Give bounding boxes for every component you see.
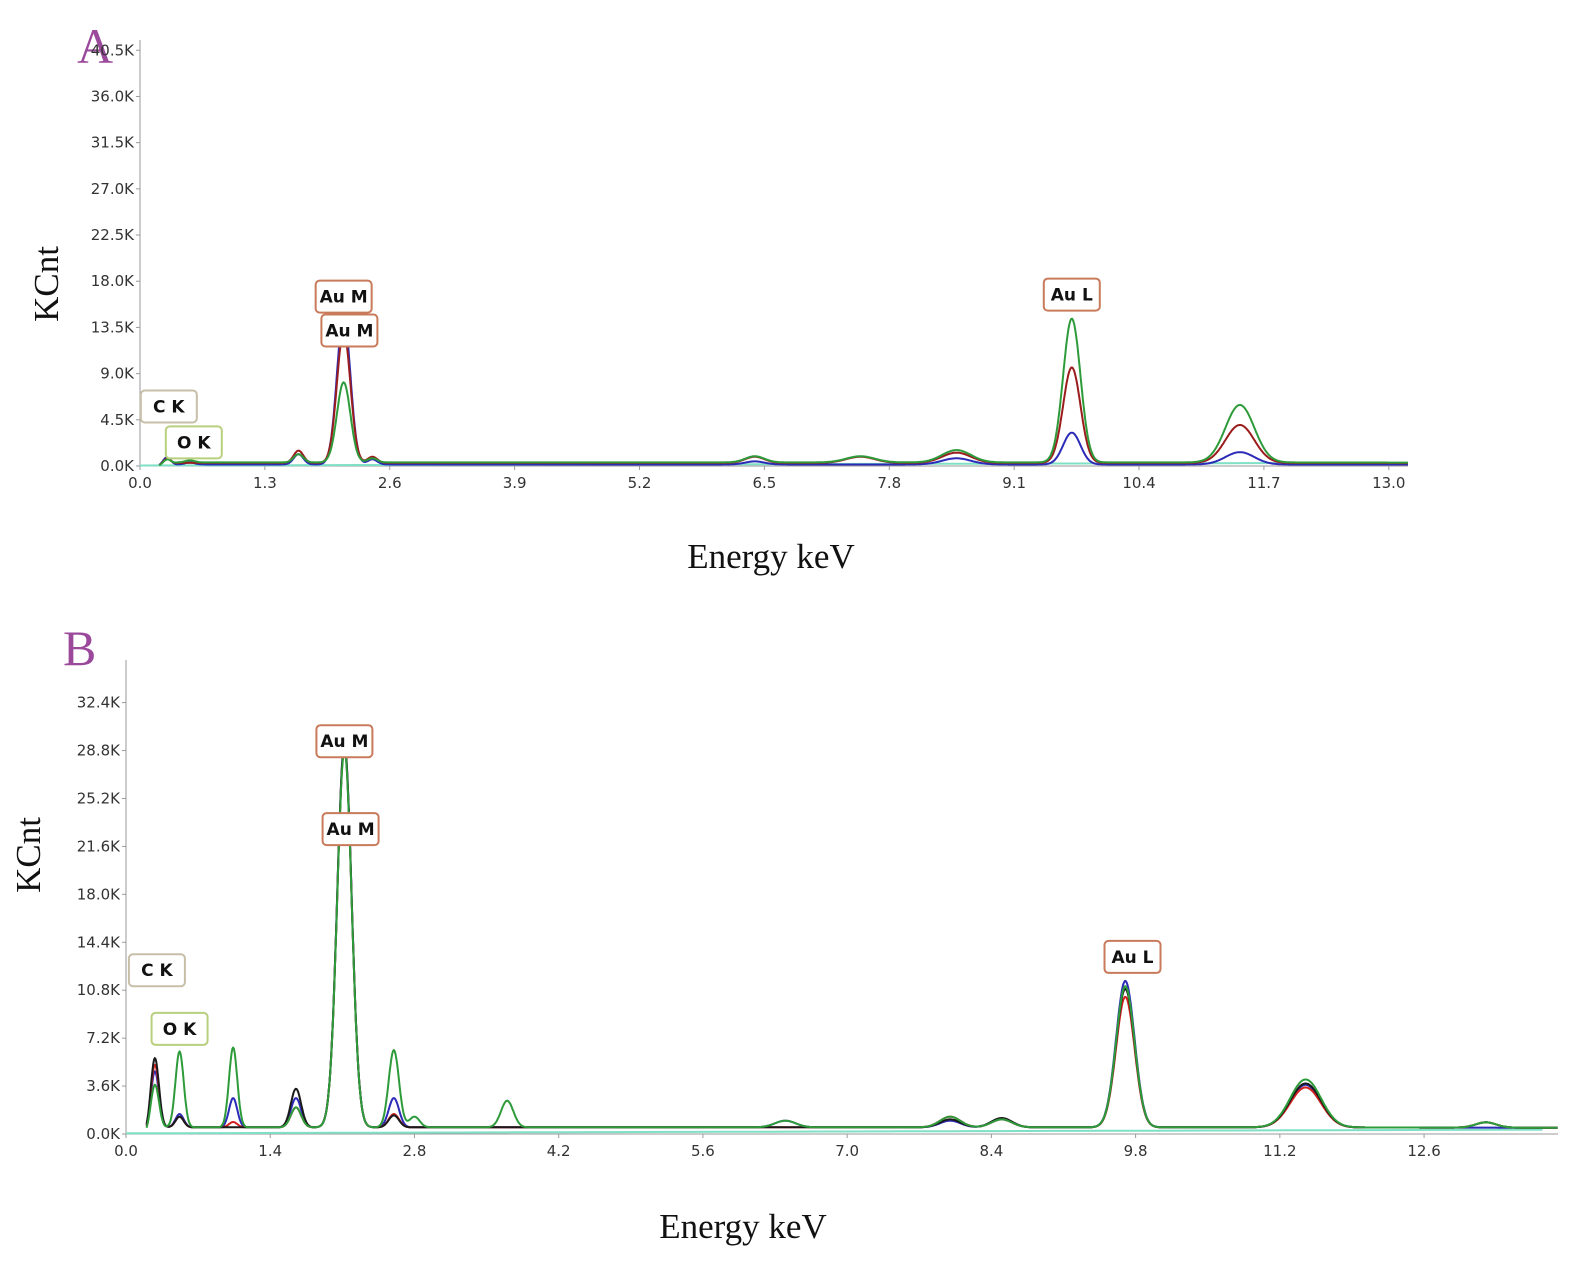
y-tick-label: 14.4K xyxy=(77,933,121,951)
axes xyxy=(139,40,1408,467)
y-axis-title: KCnt xyxy=(9,817,48,893)
y-tick-label: 18.0K xyxy=(91,272,135,290)
x-tick-label: 12.6 xyxy=(1407,1142,1440,1160)
peak-label-text: C K xyxy=(141,961,173,981)
peak-label-text: Au M xyxy=(320,732,368,752)
peak-label-box xyxy=(314,279,373,314)
spectrum-line-2 xyxy=(158,330,1409,467)
panel-label: B xyxy=(63,620,96,676)
x-tick-label: 1.3 xyxy=(253,474,277,492)
peak-label-text: Au M xyxy=(320,288,368,308)
peak-label-box xyxy=(150,1011,209,1046)
x-ticks: 0.0 1.3 2.6 3.9 5.2 6.5 7.8 9.1 10.4 11.7 13.0 xyxy=(128,466,1405,492)
x-tick-label: 6.5 xyxy=(752,474,776,492)
peak-label: C K xyxy=(139,389,198,424)
x-axis-title: Energy keV xyxy=(687,537,855,576)
peak-label-text: O K xyxy=(163,1020,197,1040)
spectrum-line-1 xyxy=(158,314,1409,466)
y-tick-label: 21.6K xyxy=(77,837,121,855)
peak-label-text: O K xyxy=(177,433,211,453)
x-tick-label: 5.6 xyxy=(691,1142,715,1160)
peak-label-text: Au M xyxy=(327,820,375,840)
y-tick-label: 9.0K xyxy=(100,365,135,383)
peak-label-text: Au M xyxy=(325,322,373,342)
peak-labels: C K O K Au M Au M Au L xyxy=(139,277,1101,460)
x-tick-label: 2.6 xyxy=(378,474,402,492)
x-tick-label: 1.4 xyxy=(258,1142,282,1160)
x-tick-label: 2.8 xyxy=(403,1142,427,1160)
peak-label-text: Au L xyxy=(1051,286,1093,306)
y-tick-label: 4.5K xyxy=(100,411,135,429)
baseline-line xyxy=(126,1128,1543,1135)
y-tick-label: 27.0K xyxy=(91,180,135,198)
y-tick-label: 32.4K xyxy=(77,694,121,712)
x-tick-label: 9.8 xyxy=(1124,1142,1148,1160)
peak-label: Au M xyxy=(315,724,374,759)
peak-label-text: C K xyxy=(153,397,185,417)
x-tick-label: 8.4 xyxy=(979,1142,1003,1160)
axes xyxy=(125,660,1558,1135)
peak-label-box xyxy=(127,953,186,988)
y-tick-label: 0.0K xyxy=(86,1125,121,1143)
spectrum-line-4 xyxy=(145,749,1558,1129)
peak-label: Au M xyxy=(321,812,380,847)
x-tick-label: 7.0 xyxy=(835,1142,859,1160)
x-axis-title: Energy keV xyxy=(659,1207,827,1246)
x-tick-label: 0.0 xyxy=(114,1142,138,1160)
panel-label: A xyxy=(77,18,113,74)
y-tick-label: 7.2K xyxy=(86,1029,121,1047)
x-tick-label: 4.2 xyxy=(547,1142,571,1160)
y-tick-label: 0.0K xyxy=(100,457,135,475)
x-tick-label: 13.0 xyxy=(1372,474,1405,492)
peak-label: O K xyxy=(164,425,223,460)
y-tick-label: 22.5K xyxy=(91,226,135,244)
y-axis-title: KCnt xyxy=(27,246,66,322)
y-tick-label: 18.0K xyxy=(77,885,121,903)
series-layer xyxy=(126,742,1558,1135)
spectrum-line-3 xyxy=(158,317,1409,467)
x-tick-label: 7.8 xyxy=(877,474,901,492)
panel-a: A KCnt Energy keV 0.0K 4.5K 9.0K 13.5K 18.0K… xyxy=(27,18,1409,576)
y-tick-label: 13.5K xyxy=(91,318,135,336)
peak-label-text: Au L xyxy=(1112,948,1154,968)
x-tick-label: 11.7 xyxy=(1247,474,1280,492)
peak-label: O K xyxy=(150,1011,209,1046)
y-ticks: 0.0K 3.6K 7.2K 10.8K 14.4K 18.0K 21.6K 25.2K 28.… xyxy=(77,694,126,1143)
peak-label: Au L xyxy=(1103,939,1162,974)
peak-label-box xyxy=(321,812,380,847)
peak-label: Au M xyxy=(314,279,373,314)
x-tick-label: 3.9 xyxy=(503,474,527,492)
x-tick-label: 5.2 xyxy=(628,474,652,492)
x-tick-label: 11.2 xyxy=(1263,1142,1296,1160)
peak-labels: C K O K Au M Au M Au L xyxy=(127,724,1162,1046)
series-layer xyxy=(139,314,1409,467)
x-ticks: 0.0 1.4 2.8 4.2 5.6 7.0 8.4 9.8 11.2 12.6 xyxy=(114,1134,1441,1160)
y-tick-label: 36.0K xyxy=(91,87,135,105)
peak-label-box xyxy=(1042,277,1101,312)
y-tick-label: 40.5K xyxy=(91,41,135,59)
y-ticks: 0.0K 4.5K 9.0K 13.5K 18.0K 22.5K 27.0K 31.5K 36.… xyxy=(91,41,140,475)
peak-label: Au L xyxy=(1042,277,1101,312)
y-tick-label: 28.8K xyxy=(77,742,121,760)
x-tick-label: 9.1 xyxy=(1002,474,1026,492)
peak-label-box xyxy=(1103,939,1162,974)
y-tick-label: 3.6K xyxy=(86,1077,121,1095)
y-tick-label: 10.8K xyxy=(77,981,121,999)
peak-label-box xyxy=(320,313,379,348)
y-tick-label: 25.2K xyxy=(77,789,121,807)
peak-label-box xyxy=(164,425,223,460)
peak-label-box xyxy=(139,389,198,424)
peak-label-box xyxy=(315,724,374,759)
peak-label: Au M xyxy=(320,313,379,348)
x-tick-label: 10.4 xyxy=(1122,474,1155,492)
y-tick-label: 31.5K xyxy=(91,134,135,152)
x-tick-label: 0.0 xyxy=(128,474,152,492)
panel-b: B KCnt Energy keV 0.0K 3.6K 7.2K 10.8K 14.4K… xyxy=(9,620,1558,1246)
peak-label: C K xyxy=(127,953,186,988)
